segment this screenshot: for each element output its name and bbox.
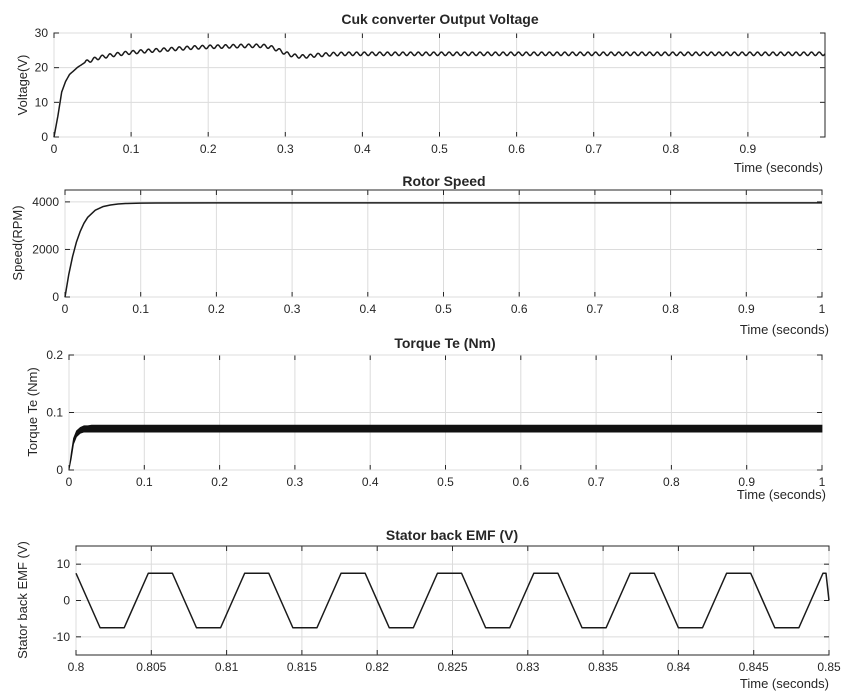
x-tick-label: 0.6: [511, 302, 528, 316]
y-tick-label: 4000: [32, 195, 59, 209]
y-axis-label: Stator back EMF (V): [15, 541, 30, 659]
y-tick-labels: 0 0.1 0.2: [46, 348, 63, 477]
panel-torque: Torque Te (Nm) 0 0.1 0.2 0.3 0.4 0.5 0.6 0.7 0.8…: [25, 335, 826, 502]
y-tick-label: 20: [35, 61, 49, 75]
x-tick-label: 0.84: [667, 660, 691, 674]
voltage-trace: [53, 43, 826, 138]
y-tick-label: 0.1: [46, 406, 63, 420]
panel-title: Stator back EMF (V): [386, 527, 518, 543]
y-tick-labels: 0 10 20 30: [35, 26, 49, 144]
x-tick-labels: 0.8 0.805 0.81 0.815 0.82 0.825 0.83 0.835 0.84 0…: [68, 660, 841, 674]
x-tick-label: 0.815: [287, 660, 317, 674]
x-tick-label: 0: [66, 475, 73, 489]
x-tick-label: 0: [62, 302, 69, 316]
y-tick-label: -10: [53, 630, 71, 644]
y-tick-label: 0: [63, 594, 70, 608]
back-emf-trace: [75, 572, 830, 629]
x-axis-label: Time (seconds): [734, 160, 823, 175]
x-tick-label: 0.85: [817, 660, 841, 674]
x-tick-label: 0.835: [588, 660, 618, 674]
x-tick-label: 1: [819, 475, 826, 489]
x-tick-labels: 0 0.1 0.2 0.3 0.4 0.5 0.6 0.7 0.8 0.9 1: [62, 302, 826, 316]
y-tick-labels: -10 0 10: [53, 557, 71, 644]
y-tick-label: 10: [35, 95, 49, 109]
x-tick-label: 0.3: [287, 475, 304, 489]
x-tick-label: 0.4: [359, 302, 376, 316]
x-tick-labels: 0 0.1 0.2 0.3 0.4 0.5 0.6 0.7 0.8 0.9: [51, 142, 757, 156]
x-tick-label: 0.82: [366, 660, 390, 674]
panel-title: Rotor Speed: [402, 173, 485, 189]
panel-output-voltage: Cuk converter Output Voltage 0 0.1 0.2 0.3 0…: [15, 11, 826, 175]
grid: [53, 32, 825, 138]
x-tick-label: 0.5: [431, 142, 448, 156]
x-tick-label: 0.4: [362, 475, 379, 489]
x-tick-label: 0.9: [740, 142, 757, 156]
x-tick-label: 0.9: [738, 475, 755, 489]
x-axis-label: Time (seconds): [737, 487, 826, 502]
torque-ripple-band: [68, 424, 823, 471]
x-axis-label: Time (seconds): [740, 676, 829, 691]
panel-rotor-speed: Rotor Speed 0 0.1 0.2 0.3 0.4 0.5 0.6 0.7 0.8 0.9…: [10, 173, 829, 337]
grid: [68, 354, 823, 471]
y-tick-label: 0: [56, 463, 63, 477]
x-tick-label: 0.9: [738, 302, 755, 316]
x-tick-label: 0.825: [437, 660, 467, 674]
x-tick-label: 0.8: [68, 660, 85, 674]
x-tick-label: 0.2: [200, 142, 217, 156]
x-axis-label: Time (seconds): [740, 322, 829, 337]
x-tick-label: 0.845: [739, 660, 769, 674]
x-tick-label: 0.81: [215, 660, 239, 674]
x-tick-label: 0.8: [663, 475, 680, 489]
x-tick-label: 0.7: [585, 142, 602, 156]
y-axis-label: Torque Te (Nm): [25, 367, 40, 456]
y-tick-label: 30: [35, 26, 49, 40]
x-tick-label: 0.5: [435, 302, 452, 316]
x-tick-label: 0.2: [211, 475, 228, 489]
y-axis-label: Voltage(V): [15, 55, 30, 116]
x-tick-label: 0.1: [132, 302, 149, 316]
x-tick-label: 0.8: [662, 302, 679, 316]
x-tick-label: 0.8: [662, 142, 679, 156]
x-tick-label: 0.6: [508, 142, 525, 156]
x-tick-label: 0.2: [208, 302, 225, 316]
x-tick-label: 1: [819, 302, 826, 316]
panel-back-emf: Stator back EMF (V) 0.8 0.805 0.81 0.815 0.8…: [15, 527, 841, 691]
x-tick-label: 0.3: [277, 142, 294, 156]
panel-title: Cuk converter Output Voltage: [341, 11, 539, 27]
x-tick-label: 0.4: [354, 142, 371, 156]
y-tick-label: 0.2: [46, 348, 63, 362]
x-tick-label: 0.1: [136, 475, 153, 489]
x-tick-label: 0: [51, 142, 58, 156]
y-axis-label: Speed(RPM): [10, 205, 25, 280]
x-tick-label: 0.1: [123, 142, 140, 156]
x-tick-label: 0.3: [284, 302, 301, 316]
panel-title: Torque Te (Nm): [394, 335, 495, 351]
y-tick-labels: 0 2000 4000: [32, 195, 59, 304]
x-tick-label: 0.5: [437, 475, 454, 489]
x-tick-label: 0.805: [136, 660, 166, 674]
x-tick-label: 0.6: [512, 475, 529, 489]
y-tick-label: 0: [41, 130, 48, 144]
x-tick-labels: 0 0.1 0.2 0.3 0.4 0.5 0.6 0.7 0.8 0.9 1: [66, 475, 826, 489]
y-tick-label: 0: [52, 290, 59, 304]
grid: [64, 190, 823, 298]
y-tick-label: 2000: [32, 242, 59, 256]
y-tick-label: 10: [57, 557, 71, 571]
x-tick-label: 0.7: [588, 475, 605, 489]
speed-trace: [64, 202, 822, 298]
x-tick-label: 0.7: [587, 302, 604, 316]
x-tick-label: 0.83: [516, 660, 540, 674]
